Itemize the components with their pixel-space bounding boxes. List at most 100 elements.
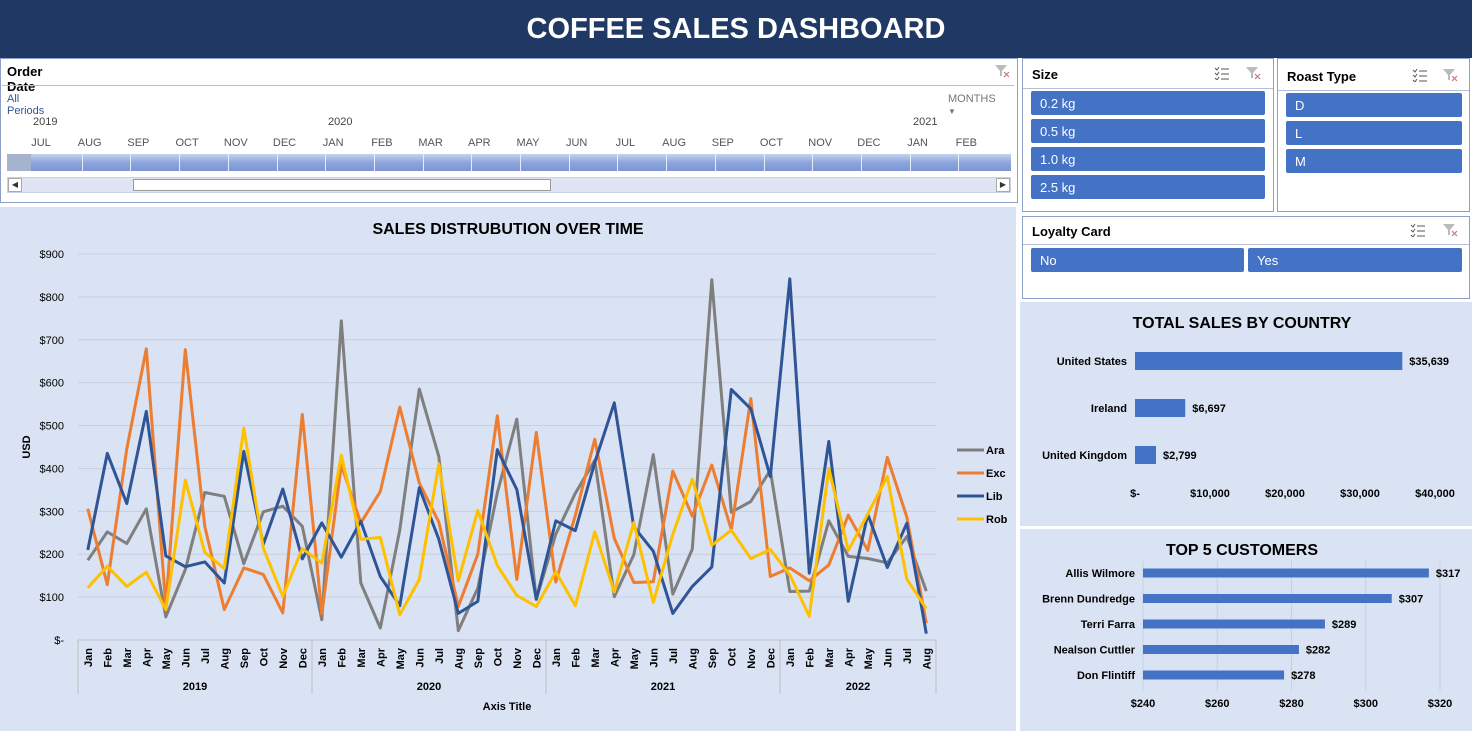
x-tick-label: Feb (102, 648, 114, 668)
clear-filter-icon[interactable] (994, 64, 1010, 78)
timeline-month[interactable]: MAR (418, 137, 443, 149)
legend-label: Exc (986, 468, 1006, 480)
multi-select-icon[interactable] (1214, 66, 1230, 80)
timeline-month[interactable]: MAY (516, 137, 540, 149)
timeline-month[interactable]: JAN (322, 137, 344, 149)
x-tick-label: $240 (1131, 698, 1155, 710)
time-level-dropdown[interactable]: MONTHS ▼ (948, 93, 996, 117)
x-tick-label: Oct (726, 648, 738, 667)
slicer-divider (1023, 88, 1273, 89)
bar (1143, 594, 1392, 603)
x-tick-label: Jun (882, 648, 894, 668)
timeline-tick (860, 154, 862, 171)
multi-select-icon[interactable] (1412, 68, 1428, 82)
timeline-month[interactable]: JUL (615, 137, 636, 149)
data-label: $289 (1332, 619, 1356, 631)
data-label: $35,639 (1409, 356, 1449, 368)
x-tick-label: Aug (687, 648, 699, 669)
timeline-month[interactable]: JUL (31, 137, 51, 149)
clear-filter-icon[interactable] (1442, 223, 1458, 237)
x-tick-label: May (395, 647, 407, 669)
x-tick-label: Jul (200, 648, 212, 664)
series-line-lib (86, 277, 928, 634)
timeline-month[interactable]: SEP (711, 137, 734, 149)
size-option-0-5kg[interactable]: 0.5 kg (1031, 119, 1265, 143)
year-label: 2022 (846, 681, 870, 693)
timeline-month[interactable]: AUG (77, 137, 102, 149)
multi-select-icon[interactable] (1410, 223, 1426, 237)
roast-option-l[interactable]: L (1286, 121, 1462, 145)
data-label: $2,799 (1163, 450, 1197, 462)
category-label: United States (1057, 356, 1127, 368)
scroll-right-icon[interactable]: ▶ (996, 178, 1010, 192)
timeline-tick (422, 154, 424, 171)
timeline-month[interactable]: DEC (857, 137, 881, 149)
x-tick-label: Aug (453, 648, 465, 669)
size-option-0-2kg[interactable]: 0.2 kg (1031, 91, 1265, 115)
roast-option-d[interactable]: D (1286, 93, 1462, 117)
legend-label: Rob (986, 514, 1008, 526)
timeline-month[interactable]: JUN (565, 137, 588, 149)
timeline-month[interactable]: OCT (175, 137, 199, 149)
x-tick-label: Mar (824, 647, 836, 667)
size-option-2-5kg[interactable]: 2.5 kg (1031, 175, 1265, 199)
y-tick-label: $600 (40, 378, 64, 390)
roast-option-m[interactable]: M (1286, 149, 1462, 173)
timeline-selection-bar[interactable] (7, 154, 1011, 171)
y-tick-label: $200 (40, 549, 64, 561)
timeline-month[interactable]: OCT (759, 137, 784, 149)
size-option-1-0kg[interactable]: 1.0 kg (1031, 147, 1265, 171)
x-tick-label: Mar (590, 647, 602, 667)
chart-title: TOTAL SALES BY COUNTRY (1133, 315, 1352, 332)
x-tick-label: $30,000 (1340, 488, 1380, 500)
timeline-month[interactable]: NOV (223, 137, 248, 149)
x-tick-label: Apr (609, 647, 621, 667)
x-tick-label: Nov (278, 647, 290, 669)
x-tick-label: Sep (239, 648, 251, 668)
x-tick-label: Jun (180, 648, 192, 668)
y-tick-label: $700 (40, 335, 64, 347)
timeline-tick (325, 154, 327, 171)
timeline-scroll-thumb[interactable] (133, 179, 551, 191)
x-tick-label: Jun (648, 648, 660, 668)
slicer-divider (1278, 90, 1469, 91)
x-tick-label: Jan (317, 648, 329, 667)
data-label: $6,697 (1192, 403, 1226, 415)
customers-chart-svg: TOP 5 CUSTOMERS $240 $260 $280 $300 $320 Allis… (1042, 542, 1460, 710)
x-tick-label: Aug (219, 648, 231, 669)
x-tick-label: Jul (434, 648, 446, 664)
timeline-month[interactable]: JAN (907, 137, 928, 149)
timeline-handle[interactable] (7, 154, 31, 171)
clear-filter-icon[interactable] (1442, 68, 1458, 82)
all-periods-link[interactable]: All Periods (7, 93, 45, 117)
timeline-month[interactable]: AUG (662, 137, 687, 149)
category-label: United Kingdom (1042, 450, 1127, 462)
loyalty-option-no[interactable]: No (1031, 248, 1244, 272)
timeline-tick (617, 154, 619, 171)
loyalty-option-yes[interactable]: Yes (1248, 248, 1462, 272)
x-tick-label: $320 (1428, 698, 1452, 710)
bar (1143, 670, 1285, 680)
timeline-month[interactable]: FEB (955, 137, 977, 149)
bar (1143, 568, 1429, 578)
timeline-tick (763, 154, 765, 171)
timeline-tick (179, 154, 181, 171)
timeline-tick (81, 154, 83, 171)
clear-filter-icon[interactable] (1245, 66, 1261, 80)
scroll-left-icon[interactable]: ◀ (8, 178, 22, 192)
timeline-month[interactable]: DEC (272, 137, 297, 149)
timeline-month[interactable]: FEB (371, 137, 393, 149)
x-tick-label: Apr (843, 647, 855, 667)
x-tick-label: Feb (336, 648, 348, 668)
timeline-year: 2020 (328, 116, 353, 128)
timeline-month[interactable]: APR (467, 137, 491, 149)
y-tick-label: $100 (40, 592, 64, 604)
x-tick-label: Dec (297, 648, 309, 668)
size-slicer-title: Size (1032, 67, 1059, 82)
time-level-label: MONTHS (948, 93, 996, 105)
data-label: $317 (1436, 568, 1460, 580)
year-label: 2019 (183, 681, 207, 693)
x-tick-label: Jul (668, 648, 680, 664)
timeline-month[interactable]: NOV (808, 137, 833, 149)
timeline-month[interactable]: SEP (127, 137, 150, 149)
